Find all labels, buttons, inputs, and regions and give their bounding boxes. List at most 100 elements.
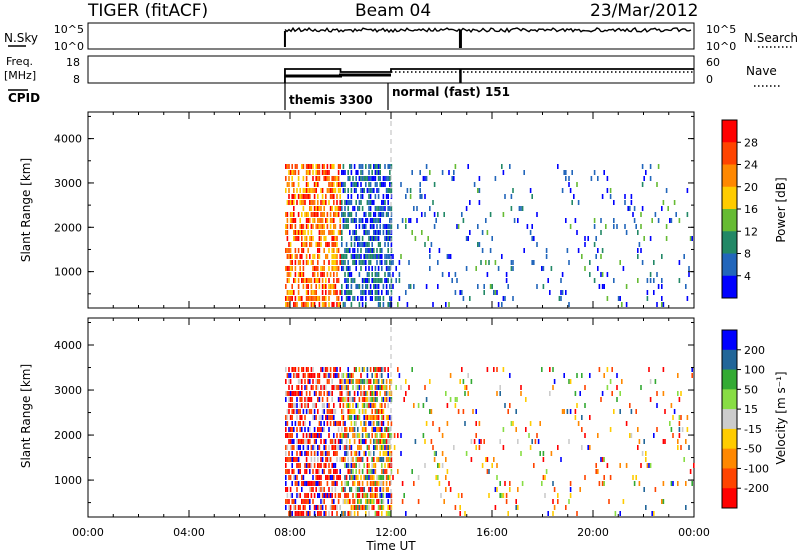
data-cell: [369, 236, 372, 241]
data-cell: [589, 272, 591, 277]
data-cell: [616, 397, 618, 402]
data-cell: [325, 445, 327, 450]
data-cell: [379, 505, 381, 510]
data-cell: [289, 290, 292, 295]
data-cell: [309, 397, 311, 402]
nave-tick-top: 60: [706, 56, 720, 69]
data-cell: [569, 224, 572, 229]
data-cell: [336, 475, 338, 480]
data-cell: [323, 260, 325, 265]
data-cell: [360, 176, 362, 181]
data-cell: [323, 170, 325, 175]
data-cell: [312, 236, 314, 241]
data-cell: [349, 397, 351, 402]
colorbar-tick-label: -100: [744, 462, 769, 475]
data-cell: [368, 505, 370, 510]
data-cell: [312, 481, 314, 486]
data-cell: [304, 427, 306, 432]
data-cell: [374, 481, 377, 486]
data-cell: [374, 290, 377, 295]
data-cell: [355, 218, 357, 223]
data-cell: [313, 511, 316, 516]
data-cell: [365, 511, 367, 516]
data-cell: [376, 481, 378, 486]
data-cell: [366, 499, 369, 504]
nave-tick-bottom: 0: [706, 73, 713, 86]
data-cell: [309, 170, 311, 175]
data-cell: [294, 260, 297, 265]
data-cell: [336, 200, 338, 205]
data-cell: [443, 212, 445, 217]
data-cell: [374, 511, 377, 516]
data-cell: [649, 164, 652, 169]
data-cell: [288, 290, 290, 295]
data-cell: [369, 212, 372, 217]
data-cell: [360, 218, 362, 223]
data-cell: [350, 290, 353, 295]
data-cell: [416, 206, 418, 211]
data-cell: [320, 421, 322, 426]
data-cell: [347, 260, 349, 265]
data-cell: [325, 439, 327, 444]
data-cell: [601, 272, 604, 277]
data-cell: [342, 188, 345, 193]
data-cell: [355, 176, 357, 181]
data-cell: [413, 284, 415, 289]
data-cell: [350, 421, 353, 426]
data-cell: [299, 415, 301, 420]
data-cell: [317, 511, 319, 516]
data-cell: [400, 433, 402, 438]
data-cell: [445, 457, 447, 462]
data-cell: [624, 224, 626, 229]
data-cell: [381, 254, 383, 259]
data-cell: [353, 433, 356, 438]
data-cell: [347, 409, 349, 414]
data-cell: [352, 379, 354, 384]
data-cell: [581, 427, 583, 432]
data-cell: [653, 260, 655, 265]
data-cell: [371, 385, 373, 390]
data-cell: [539, 421, 541, 426]
velocity-colorbar-frame: [721, 329, 738, 509]
data-cell: [347, 493, 349, 498]
data-cell: [641, 451, 644, 456]
data-cell: [358, 463, 361, 468]
data-cell: [369, 248, 372, 253]
data-cell: [470, 439, 473, 444]
data-cell: [371, 469, 373, 474]
data-cell: [366, 379, 369, 384]
data-cell: [613, 224, 615, 229]
data-cell: [368, 230, 370, 235]
data-cell: [349, 487, 351, 492]
data-cell: [341, 385, 343, 390]
data-cell: [353, 409, 356, 414]
data-cell: [630, 200, 633, 205]
data-cell: [381, 499, 383, 504]
data-cell: [398, 260, 401, 265]
data-cell: [397, 469, 399, 474]
data-cell: [379, 224, 381, 229]
data-cell: [392, 272, 394, 277]
data-cell: [286, 493, 289, 498]
data-cell: [307, 248, 309, 253]
data-cell: [368, 248, 370, 253]
data-cell: [542, 284, 545, 289]
data-cell: [291, 421, 293, 426]
data-cell: [323, 296, 325, 301]
data-cell: [291, 481, 293, 486]
data-cell: [360, 266, 362, 271]
x-tick-label: 00:00: [678, 526, 710, 539]
data-cell: [310, 296, 313, 301]
data-cell: [312, 487, 314, 492]
data-cell: [358, 254, 361, 259]
data-cell: [598, 367, 601, 372]
data-cell: [289, 505, 292, 510]
data-cell: [294, 475, 297, 480]
data-cell: [488, 260, 490, 265]
data-cell: [373, 236, 375, 241]
data-cell: [494, 176, 497, 181]
velocity-colorbar-label: Velocity [m s⁻¹]: [774, 371, 788, 464]
x-tick-label: 12:00: [375, 526, 407, 539]
data-cell: [320, 511, 322, 516]
data-cell: [361, 439, 364, 444]
